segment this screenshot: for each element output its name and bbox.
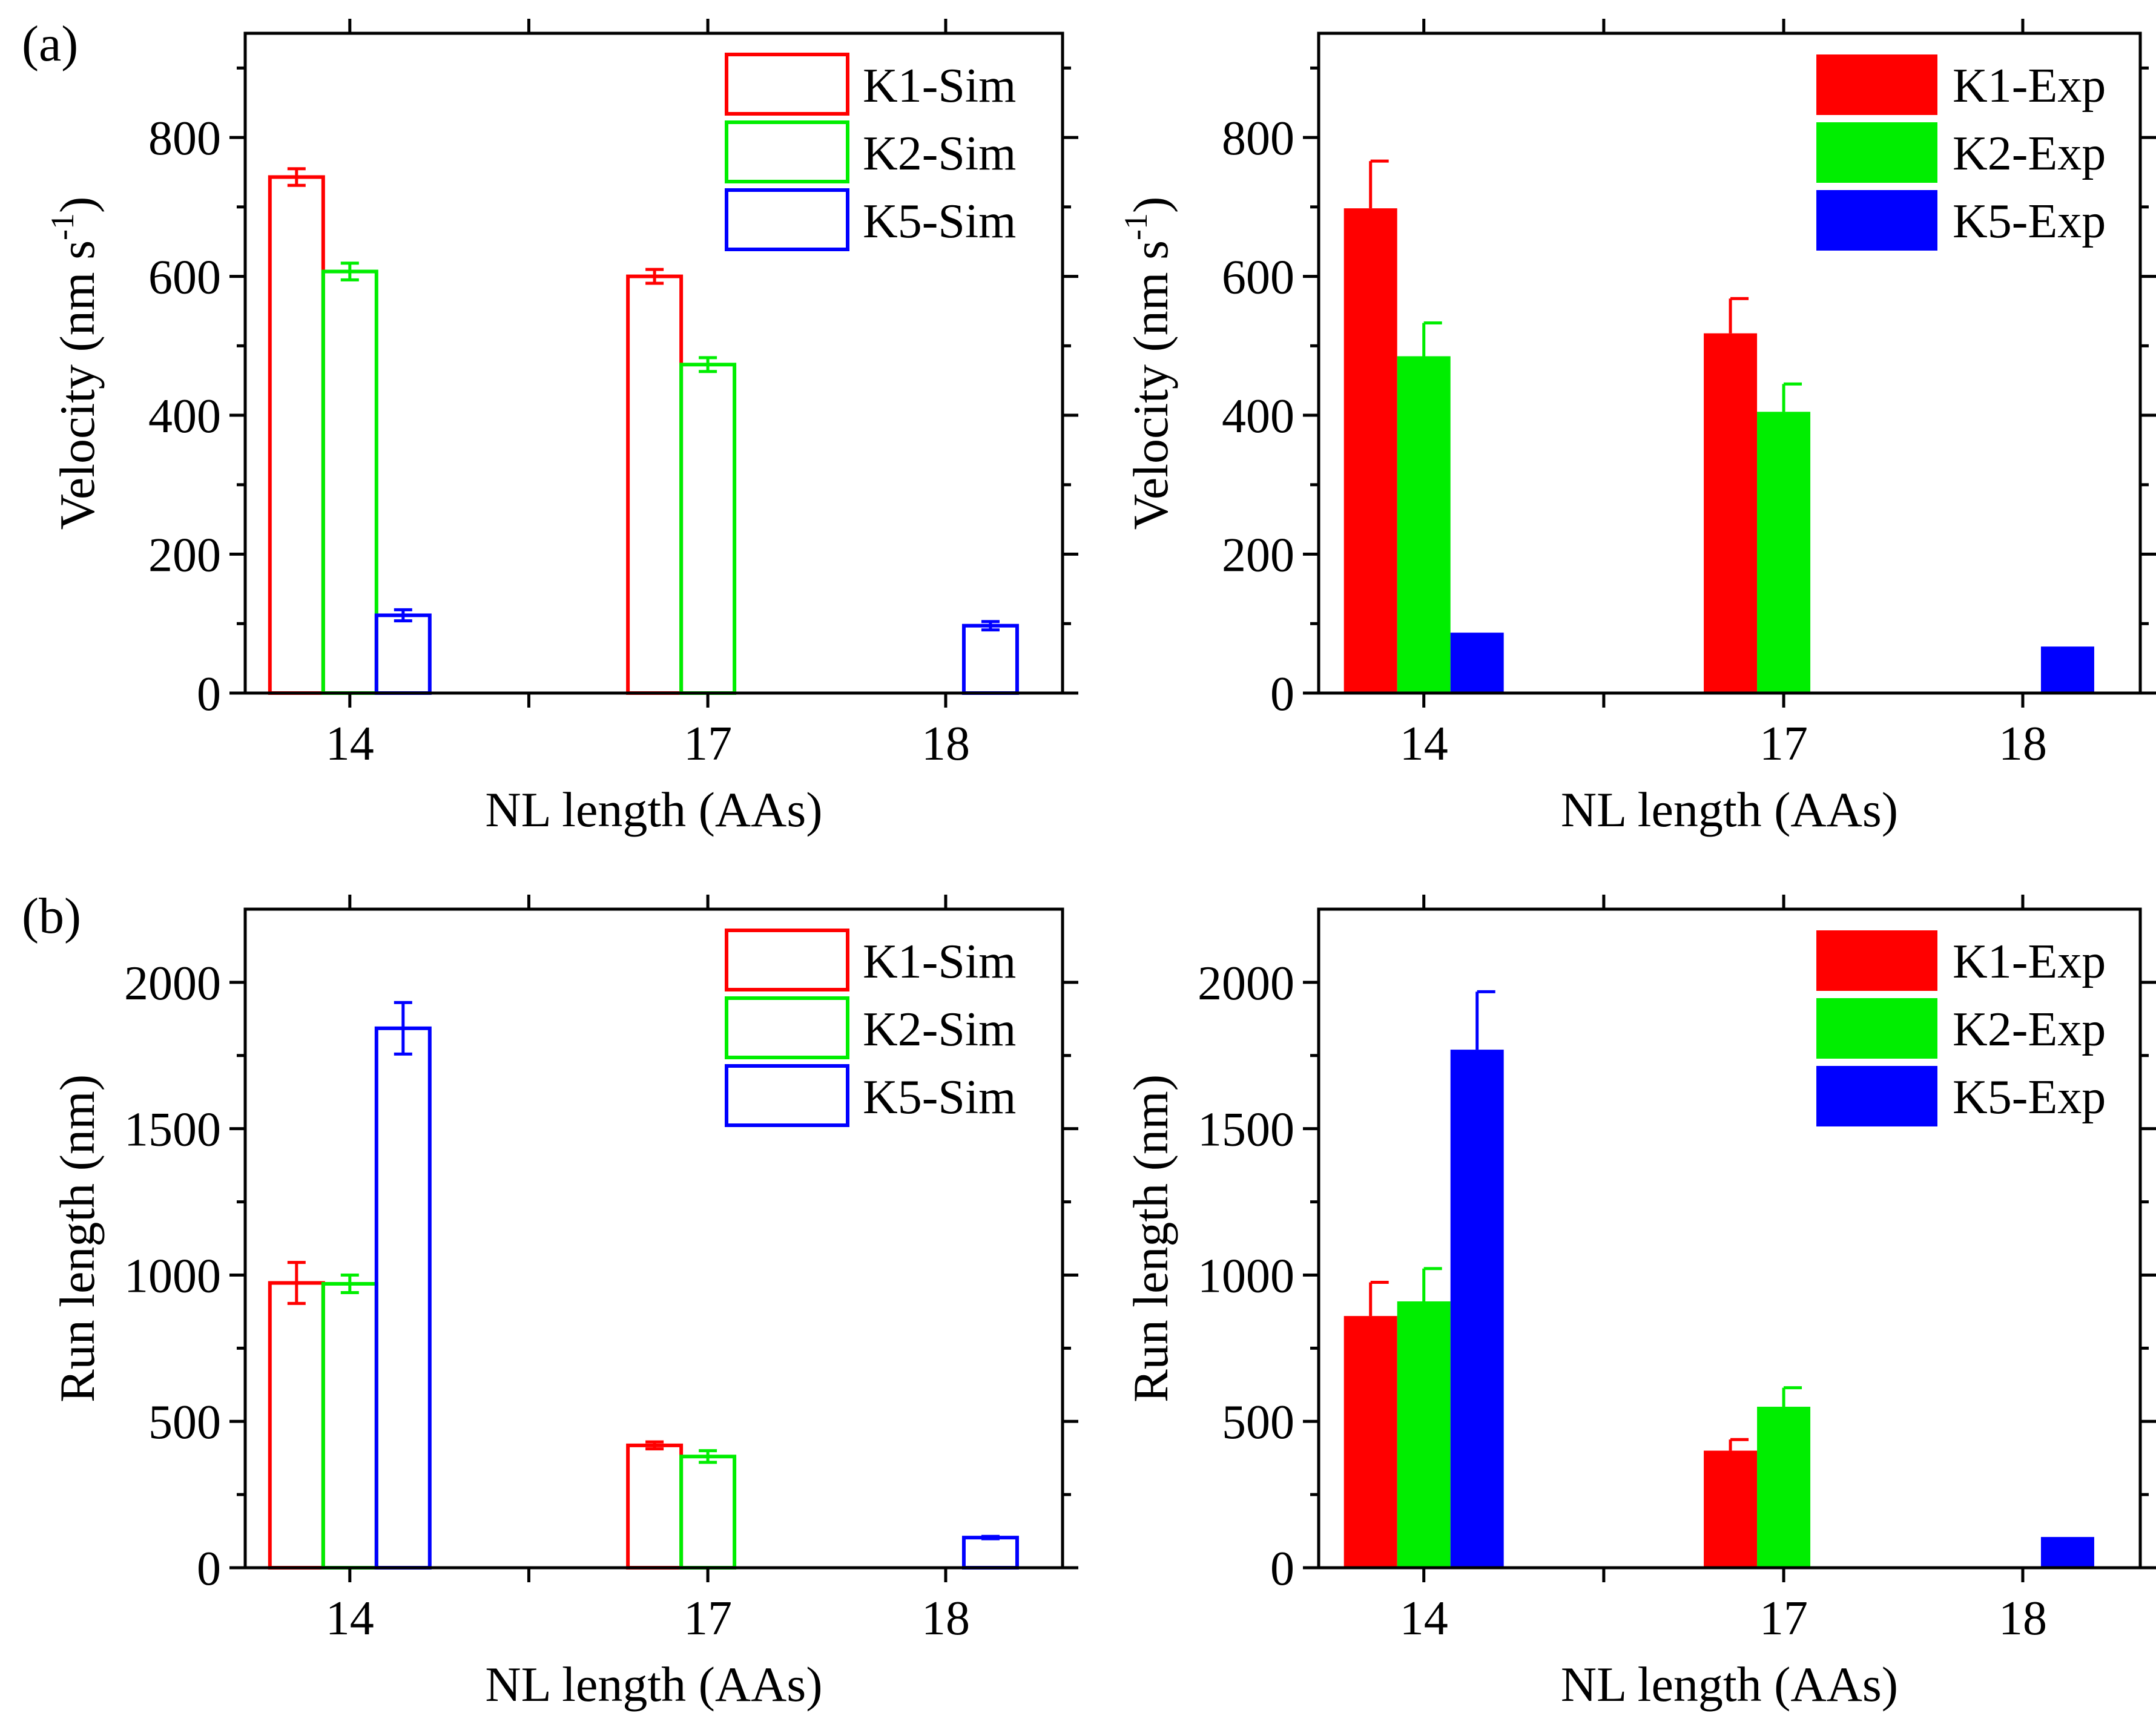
c1-legend-swatch-k2-exp [1816,122,1937,183]
c3-bar-k1-exp-17 [1704,1450,1758,1568]
c3-ylabel-main: Run length (nm) [1123,1074,1178,1402]
c1-plot-frame [1317,31,2142,695]
c3-bar-k5-exp-14 [1450,1050,1504,1568]
c0-ytick-label-600: 600 [148,251,221,304]
c3-plot-frame [1317,907,2142,1570]
c2-xtick-label-18: 18 [921,1592,970,1645]
c2-legend-label-k2-sim: K2-Sim [863,1003,1016,1056]
c3-xlabel: NL length (AAs) [1561,1657,1898,1712]
c1-xtick-label-17: 17 [1759,717,1808,771]
c1-bar-k5-exp-14 [1450,633,1504,693]
c0-xtick-label-17: 17 [684,717,732,771]
c1-legend-label-k1-exp: K1-Exp [1953,59,2106,113]
c0-ytick-label-400: 400 [148,390,221,443]
c0-legend-label-k1-sim: K1-Sim [863,59,1016,113]
c2-ytick-label-0: 0 [197,1542,221,1596]
c1-bar-k2-exp-17 [1757,412,1811,693]
c0-ytick-label-200: 200 [148,529,221,582]
c0-ylabel-main: Velocity (nm s [50,240,105,530]
c2-legend-swatch-k1-sim [725,929,849,991]
c1-ytick-label-400: 400 [1222,390,1294,443]
panel-label-b: (b) [22,888,81,944]
c0-plot-frame [243,31,1064,695]
c1-ylabel-sup: -1 [1118,213,1154,240]
c1-bar-k5-exp-18 [2040,646,2094,693]
c3-xtick-label-14: 14 [1400,1592,1448,1645]
c2-xtick-label-14: 14 [326,1592,374,1645]
c3-xtick-label-17: 17 [1759,1592,1808,1645]
c2-plot-frame [243,907,1064,1570]
c2-legend-swatch-k5-sim [725,1064,849,1127]
c0-ylabel-sup: -1 [44,213,81,240]
c2-legend-label-k1-sim: K1-Sim [863,935,1016,988]
c1-ytick-label-0: 0 [1270,668,1294,721]
c2-ytick-label-1500: 1500 [124,1103,221,1157]
c1-ylabel: Velocity (nm s-1) [1118,197,1178,530]
c1-xtick-label-18: 18 [1999,717,2047,771]
c0-ytick-label-0: 0 [197,668,221,721]
c1-ytick-label-200: 200 [1222,529,1294,582]
c0-xtick-label-14: 14 [326,717,374,771]
c3-ytick-label-0: 0 [1270,1542,1294,1596]
c0-xlabel: NL length (AAs) [485,782,822,837]
c1-bar-k2-exp-14 [1397,356,1451,693]
c3-ytick-label-2000: 2000 [1198,957,1294,1010]
c1-legend-label-k2-exp: K2-Exp [1953,127,2106,180]
c3-legend-label-k5-exp: K5-Exp [1953,1071,2106,1124]
c1-xtick-label-14: 14 [1400,717,1448,771]
c1-legend-swatch-k1-exp [1816,54,1937,115]
c3-ytick-label-1000: 1000 [1198,1249,1294,1303]
c3-ylabel: Run length (nm) [1123,1074,1178,1402]
c2-ytick-label-1000: 1000 [124,1249,221,1303]
c3-bar-k2-exp-17 [1757,1407,1811,1568]
c3-bar-k1-exp-14 [1343,1316,1397,1568]
c3-ytick-label-1500: 1500 [1198,1103,1294,1157]
c1-legend-swatch-k5-exp [1816,190,1937,251]
c1-ylabel-main: Velocity (nm s [1123,240,1178,530]
c1-ytick-label-600: 600 [1222,251,1294,304]
panel-label-a: (a) [22,16,79,72]
c0-legend-label-k5-sim: K5-Sim [863,195,1016,248]
c3-legend-label-k1-exp: K1-Exp [1953,935,2106,988]
c1-ytick-label-800: 800 [1222,112,1294,165]
c2-ylabel-main: Run length (nm) [50,1074,105,1402]
c0-legend-swatch-k1-sim [725,53,849,116]
c1-legend-label-k5-exp: K5-Exp [1953,195,2106,248]
c3-legend-label-k2-exp: K2-Exp [1953,1003,2106,1056]
c3-legend-swatch-k5-exp [1816,1066,1937,1126]
c2-xtick-label-17: 17 [684,1592,732,1645]
c0-xtick-label-18: 18 [921,717,970,771]
c1-bar-k1-exp-14 [1343,208,1397,693]
c3-xtick-label-18: 18 [1999,1592,2047,1645]
c2-ytick-label-2000: 2000 [124,957,221,1010]
c0-ylabel: Velocity (nm s-1) [44,197,105,530]
c3-bar-k2-exp-14 [1397,1301,1451,1568]
c0-ylabel-end: ) [50,197,105,213]
c1-bar-k1-exp-17 [1704,333,1758,693]
c2-ytick-label-500: 500 [148,1396,221,1449]
c1-xlabel: NL length (AAs) [1561,782,1898,837]
c2-legend-swatch-k2-sim [725,996,849,1059]
c3-ytick-label-500: 500 [1222,1396,1294,1449]
c0-ytick-label-800: 800 [148,112,221,165]
c3-legend-swatch-k1-exp [1816,930,1937,991]
c3-bar-k5-exp-18 [2040,1537,2094,1568]
c2-xlabel: NL length (AAs) [485,1657,822,1712]
c0-legend-swatch-k5-sim [725,188,849,251]
c0-legend-label-k2-sim: K2-Sim [863,127,1016,180]
c3-legend-swatch-k2-exp [1816,998,1937,1059]
c0-legend-swatch-k2-sim [725,120,849,183]
c2-legend-label-k5-sim: K5-Sim [863,1071,1016,1124]
c1-ylabel-end: ) [1123,197,1178,213]
c2-ylabel: Run length (nm) [50,1074,105,1402]
